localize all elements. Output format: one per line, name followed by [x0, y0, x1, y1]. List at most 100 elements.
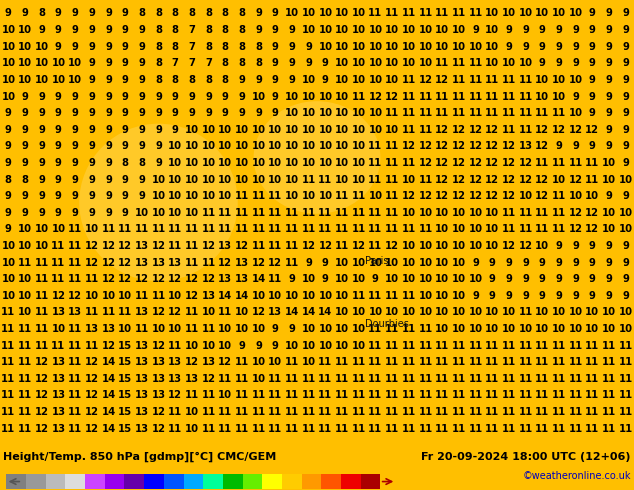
Text: 9: 9 — [255, 8, 262, 19]
Text: 11: 11 — [268, 374, 282, 384]
Text: 11: 11 — [268, 241, 282, 251]
Text: 9: 9 — [605, 141, 612, 151]
Text: 10: 10 — [352, 274, 366, 284]
Text: 11: 11 — [118, 307, 133, 318]
Text: Paris: Paris — [365, 256, 388, 266]
Bar — [341, 474, 361, 489]
Text: 12: 12 — [152, 424, 165, 434]
Text: 11: 11 — [285, 424, 299, 434]
Text: 8: 8 — [155, 58, 162, 68]
Text: 9: 9 — [5, 158, 12, 168]
Text: 10: 10 — [202, 174, 216, 185]
Text: 9: 9 — [489, 291, 496, 301]
Text: 10: 10 — [252, 374, 266, 384]
Text: 10: 10 — [185, 407, 199, 417]
Text: 11: 11 — [1, 357, 15, 368]
Text: 10: 10 — [519, 58, 533, 68]
Text: 11: 11 — [202, 224, 216, 234]
Text: 7: 7 — [205, 58, 212, 68]
Text: 10: 10 — [235, 307, 249, 318]
Text: 10: 10 — [235, 158, 249, 168]
Text: 9: 9 — [38, 108, 45, 118]
Text: 12: 12 — [35, 424, 49, 434]
Text: 11: 11 — [552, 374, 566, 384]
Text: 10: 10 — [569, 108, 583, 118]
Text: 10: 10 — [168, 141, 182, 151]
Text: 9: 9 — [88, 58, 95, 68]
Text: 11: 11 — [552, 224, 566, 234]
Text: 9: 9 — [589, 274, 596, 284]
Text: 12: 12 — [469, 158, 482, 168]
Text: 10: 10 — [519, 324, 533, 334]
Text: 9: 9 — [55, 42, 62, 52]
Text: 9: 9 — [72, 25, 79, 35]
Text: 12: 12 — [51, 291, 65, 301]
Text: 9: 9 — [55, 158, 62, 168]
Text: 12: 12 — [35, 357, 49, 368]
Text: 11: 11 — [535, 357, 550, 368]
Text: 9: 9 — [72, 158, 79, 168]
Text: 10: 10 — [235, 324, 249, 334]
Text: 11: 11 — [385, 8, 399, 19]
Text: 8: 8 — [138, 8, 145, 19]
Text: 11: 11 — [451, 8, 466, 19]
Text: 13: 13 — [135, 241, 149, 251]
Text: 10: 10 — [252, 125, 266, 135]
Text: 10: 10 — [1, 258, 15, 268]
Text: 8: 8 — [172, 42, 179, 52]
Bar — [85, 474, 105, 489]
Text: 9: 9 — [605, 92, 612, 101]
Text: 9: 9 — [138, 174, 145, 185]
Text: 12: 12 — [418, 158, 432, 168]
Text: 11: 11 — [501, 341, 516, 351]
Bar — [282, 474, 302, 489]
Text: 10: 10 — [385, 307, 399, 318]
Text: 11: 11 — [318, 391, 332, 400]
Text: 11: 11 — [519, 92, 533, 101]
Text: Height/Temp. 850 hPa [gdmp][°C] CMC/GEM: Height/Temp. 850 hPa [gdmp][°C] CMC/GEM — [3, 452, 276, 462]
Text: 11: 11 — [501, 224, 516, 234]
Text: 11: 11 — [368, 424, 382, 434]
Text: 10: 10 — [18, 42, 32, 52]
Text: 10: 10 — [268, 141, 282, 151]
Text: 10: 10 — [435, 241, 449, 251]
Text: 9: 9 — [155, 108, 162, 118]
Text: 11: 11 — [451, 92, 466, 101]
Text: 11: 11 — [368, 407, 382, 417]
Text: 10: 10 — [602, 324, 616, 334]
Text: 10: 10 — [235, 141, 249, 151]
Text: 10: 10 — [452, 274, 466, 284]
Text: 11: 11 — [68, 224, 82, 234]
Text: 11: 11 — [1, 391, 15, 400]
Text: 10: 10 — [435, 208, 449, 218]
Text: 11: 11 — [218, 424, 233, 434]
Bar — [223, 474, 243, 489]
Text: 12: 12 — [452, 158, 466, 168]
Text: 11: 11 — [469, 357, 482, 368]
Text: 9: 9 — [122, 174, 129, 185]
Text: 7: 7 — [188, 42, 195, 52]
Text: 9: 9 — [55, 208, 62, 218]
Text: 12: 12 — [152, 341, 165, 351]
Text: 9: 9 — [5, 141, 12, 151]
Text: 10: 10 — [85, 224, 99, 234]
Text: 10: 10 — [469, 224, 482, 234]
Text: 8: 8 — [205, 8, 212, 19]
Text: 12: 12 — [569, 125, 583, 135]
Text: 11: 11 — [401, 391, 416, 400]
Text: 10: 10 — [1, 75, 15, 85]
Text: 9: 9 — [188, 92, 195, 101]
Text: 10: 10 — [452, 307, 466, 318]
Text: 8: 8 — [255, 42, 262, 52]
Text: 10: 10 — [552, 324, 566, 334]
Text: 10: 10 — [535, 324, 549, 334]
Text: 12: 12 — [152, 274, 165, 284]
Text: 9: 9 — [238, 75, 245, 85]
Text: 10: 10 — [252, 92, 266, 101]
Text: 13: 13 — [152, 258, 165, 268]
Text: 11: 11 — [535, 391, 550, 400]
Text: 11: 11 — [335, 391, 349, 400]
Text: 9: 9 — [572, 25, 579, 35]
Text: 9: 9 — [38, 92, 45, 101]
Text: 11: 11 — [335, 208, 349, 218]
